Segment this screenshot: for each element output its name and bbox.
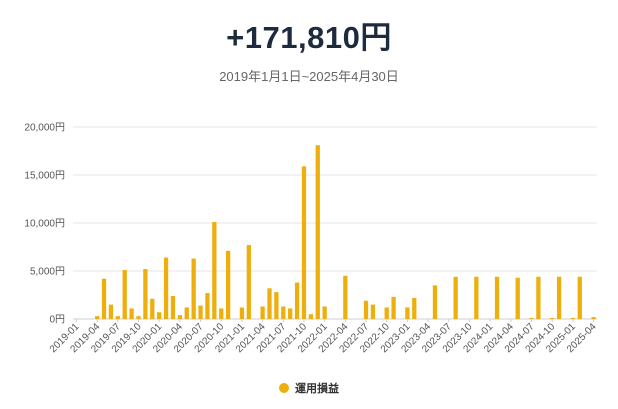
bar[interactable]	[412, 297, 417, 319]
bar[interactable]	[556, 276, 562, 319]
bar[interactable]	[322, 306, 327, 319]
bar[interactable]	[157, 312, 162, 319]
bar[interactable]	[177, 315, 183, 319]
bar[interactable]	[288, 308, 293, 319]
bar[interactable]	[536, 276, 541, 319]
bar[interactable]	[170, 295, 176, 319]
y-tick-label: 0円	[49, 315, 65, 326]
chart-legend[interactable]: 運用損益	[0, 380, 618, 396]
bar[interactable]	[308, 314, 314, 319]
bar[interactable]	[136, 316, 141, 319]
bar[interactable]	[198, 305, 203, 319]
bar[interactable]	[432, 285, 438, 319]
bar[interactable]	[294, 282, 300, 319]
bar[interactable]	[143, 269, 148, 319]
bar[interactable]	[246, 245, 251, 319]
bar[interactable]	[391, 296, 396, 319]
bar[interactable]	[301, 166, 307, 319]
total-profit-headline: +171,810円	[226, 20, 392, 55]
bar[interactable]	[591, 317, 596, 319]
bar[interactable]	[122, 270, 127, 319]
bar[interactable]	[274, 292, 279, 319]
bar[interactable]	[570, 318, 576, 319]
bar[interactable]	[267, 288, 272, 319]
legend-label: 運用損益	[295, 383, 339, 395]
bar[interactable]	[129, 308, 134, 319]
bar[interactable]	[281, 306, 286, 319]
bar[interactable]	[550, 318, 555, 319]
bar[interactable]	[150, 298, 155, 319]
bar[interactable]	[94, 316, 100, 319]
legend-swatch	[279, 383, 289, 393]
bar[interactable]	[529, 318, 534, 319]
y-tick-label: 5,000円	[30, 267, 65, 278]
bar[interactable]	[108, 304, 114, 319]
bar[interactable]	[577, 276, 582, 319]
bar[interactable]	[474, 276, 479, 319]
period-range: 2019年1月1日~2025年4月30日	[219, 69, 399, 84]
bar[interactable]	[212, 222, 217, 319]
bar[interactable]	[384, 307, 389, 319]
bar[interactable]	[115, 316, 120, 319]
bar[interactable]	[453, 276, 458, 319]
bar[interactable]	[405, 307, 410, 319]
y-tick-label: 10,000円	[24, 219, 65, 230]
bar[interactable]	[515, 277, 520, 319]
bar[interactable]	[260, 306, 265, 319]
bar[interactable]	[315, 145, 320, 319]
y-tick-label: 15,000円	[24, 171, 65, 182]
bar[interactable]	[101, 278, 107, 319]
bar[interactable]	[205, 293, 210, 319]
bar[interactable]	[219, 308, 224, 319]
bar[interactable]	[184, 307, 189, 319]
bar[interactable]	[494, 276, 500, 319]
bar[interactable]	[163, 257, 169, 319]
bar[interactable]	[239, 307, 245, 319]
bar[interactable]	[370, 304, 376, 319]
y-tick-label: 20,000円	[24, 123, 65, 134]
bar[interactable]	[343, 275, 348, 319]
bar[interactable]	[225, 250, 231, 319]
bar[interactable]	[363, 300, 369, 319]
bar[interactable]	[191, 258, 196, 319]
